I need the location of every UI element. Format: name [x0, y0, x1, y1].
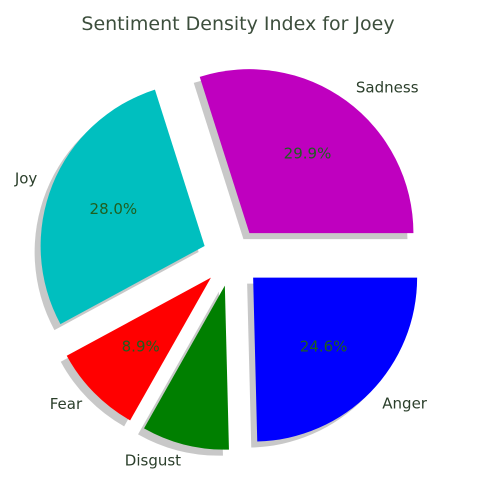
- slice-anger: [253, 277, 418, 442]
- slice-labels: Sadness 29.9% Joy 28.0% Fear 8.9% Disgust Anger…: [14, 79, 428, 470]
- slice-sadness: [199, 69, 414, 234]
- slice-pct-joy: 28.0%: [90, 200, 138, 218]
- slice-disgust: [144, 285, 229, 450]
- slice-pct-anger: 24.6%: [300, 337, 348, 355]
- slice-label-anger: Anger: [382, 395, 428, 413]
- slice-label-joy: Joy: [14, 169, 38, 187]
- slice-pct-sadness: 29.9%: [284, 145, 332, 163]
- slice-pct-fear: 8.9%: [122, 338, 160, 356]
- slice-joy: [40, 89, 205, 325]
- pie-slices: [40, 69, 418, 450]
- slice-fear: [66, 277, 211, 421]
- slice-label-sadness: Sadness: [356, 79, 419, 97]
- slice-label-fear: Fear: [50, 395, 83, 413]
- slice-label-disgust: Disgust: [125, 452, 181, 470]
- chart-title: Sentiment Density Index for Joey: [81, 13, 394, 35]
